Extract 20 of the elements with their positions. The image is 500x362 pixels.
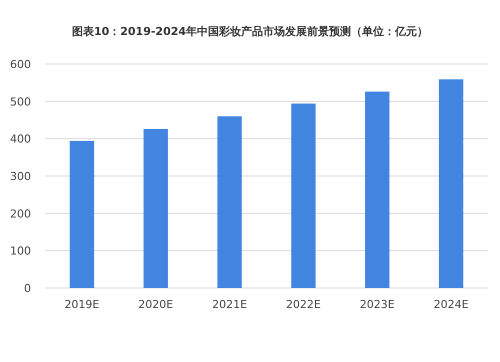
y-tick-label: 100: [10, 244, 31, 258]
x-tick-label: 2021E: [212, 298, 248, 311]
y-tick-label: 500: [10, 95, 31, 108]
x-tick-label: 2019E: [64, 298, 100, 311]
bar: [70, 140, 94, 288]
x-tick-label: 2023E: [360, 298, 395, 311]
bar: [217, 116, 242, 288]
chart-title: 图表10：2019-2024年中国彩妆产品市场发展前景预测（单位：亿元）: [72, 25, 428, 38]
bar: [291, 104, 316, 288]
x-tick-label: 2022E: [286, 298, 321, 311]
bar: [144, 128, 168, 288]
x-tick-label: 2020E: [138, 298, 174, 311]
y-tick-label: 400: [10, 132, 31, 146]
y-tick-label: 200: [10, 207, 31, 220]
y-tick-label: 600: [10, 58, 31, 71]
x-tick-label: 2024E: [434, 298, 469, 311]
y-tick-label: 0: [24, 282, 31, 295]
bar: [438, 79, 464, 288]
y-tick-label: 300: [10, 170, 31, 183]
bar: [365, 92, 390, 288]
